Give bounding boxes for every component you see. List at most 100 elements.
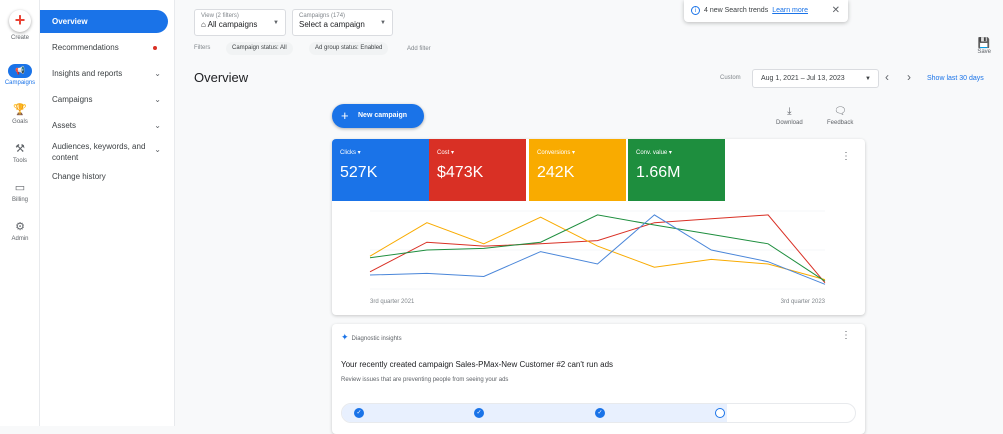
rail-goals[interactable]: 🏆 Goals xyxy=(0,104,40,125)
step-complete-icon: ✓ xyxy=(595,408,605,418)
more-options-icon[interactable]: ⋮ xyxy=(841,151,851,162)
performance-line-chart: 3rd quarter 2021 3rd quarter 2023 xyxy=(369,210,826,305)
rail-create-label: Create xyxy=(10,35,29,41)
card-icon: ▭ xyxy=(14,182,26,194)
view-selector-value-wrap: ⌂ All campaigns xyxy=(201,20,279,29)
tools-icon: ⚒ xyxy=(15,143,25,155)
metric-label-wrap: Conversions ▾ xyxy=(537,150,576,156)
rail-admin-label: Admin xyxy=(11,236,29,242)
chevron-down-icon: ⌄ xyxy=(154,95,161,104)
rail-billing[interactable]: ▭ Billing xyxy=(0,182,40,203)
learn-more-link[interactable]: Learn more xyxy=(772,7,808,14)
add-filter-button[interactable]: Add filter xyxy=(407,46,431,52)
rail-create[interactable]: + Create xyxy=(0,10,40,41)
chevron-right-icon[interactable]: › xyxy=(907,70,911,84)
x-axis-label-end: 3rd quarter 2023 xyxy=(781,299,826,305)
nav-item-change-history[interactable]: Change history xyxy=(40,172,175,181)
rail-tools[interactable]: ⚒ Tools xyxy=(0,143,40,164)
series-line-3 xyxy=(369,214,826,285)
metric-value: 242K xyxy=(537,164,575,181)
nav-item-recommendations[interactable]: Recommendations xyxy=(40,43,175,52)
nav-item-insights-label: Insights and reports xyxy=(52,69,123,78)
download-label: Download xyxy=(776,120,803,126)
nav-item-insights[interactable]: Insights and reports ⌄ xyxy=(40,69,175,78)
campaign-selector[interactable]: Campaigns (174) Select a campaign ▼ xyxy=(292,9,393,36)
step-complete-icon: ✓ xyxy=(474,408,484,418)
plus-icon: + xyxy=(341,108,349,123)
view-selector-label: View (2 filters) xyxy=(201,13,239,19)
nav-item-assets-label: Assets xyxy=(52,121,77,130)
nav-panel: Overview Recommendations Insights and re… xyxy=(40,0,175,426)
series-line-1 xyxy=(369,216,826,281)
nav-item-campaigns-label: Campaigns xyxy=(52,95,93,104)
page-title: Overview xyxy=(194,70,249,85)
rail-goals-label: Goals xyxy=(12,119,28,125)
diagnostic-insights-card: ✦ Diagnostic insights ⋮ Your recently cre… xyxy=(332,324,865,434)
filter-chip-ad-group-status[interactable]: Ad group status: Enabled xyxy=(309,42,389,55)
trends-text: 4 new Search trends xyxy=(704,7,769,14)
rail-tools-label: Tools xyxy=(12,158,27,164)
save-label: Save xyxy=(977,49,991,55)
building-icon: ⌂ xyxy=(201,20,208,29)
feedback-button[interactable]: 🗨 Feedback xyxy=(827,106,853,126)
metric-label: Clicks xyxy=(340,150,356,156)
left-rail: + Create 📢 Campaigns 🏆 Goals ⚒ Tools ▭ B… xyxy=(0,0,40,426)
diagnostic-header: Diagnostic insights xyxy=(351,336,402,342)
campaign-selector-label: Campaigns (174) xyxy=(299,13,346,19)
diag-header-wrap: ✦ Diagnostic insights xyxy=(341,332,402,343)
caret-down-icon: ▼ xyxy=(865,76,871,82)
custom-label: Custom xyxy=(720,75,741,81)
filters-label: Filters xyxy=(194,45,211,51)
rail-admin[interactable]: ⚙ Admin xyxy=(0,221,40,242)
date-range-value: Aug 1, 2021 – Jul 13, 2023 xyxy=(761,75,845,82)
rail-campaigns[interactable]: 📢 Campaigns xyxy=(0,64,40,86)
search-trends-notification: i 4 new Search trends Learn more ✕ xyxy=(684,0,848,22)
view-selector[interactable]: View (2 filters) ⌂ All campaigns ▼ xyxy=(194,9,286,36)
nav-item-assets[interactable]: Assets ⌄ xyxy=(40,121,175,130)
metric-label-wrap: Conv. value ▾ xyxy=(636,150,672,156)
campaign-selector-value: Select a campaign xyxy=(299,20,365,29)
download-icon: ⤓ xyxy=(787,106,792,117)
nav-item-recommendations-label: Recommendations xyxy=(52,43,119,52)
info-icon: i xyxy=(691,6,700,15)
step-complete-icon: ✓ xyxy=(354,408,364,418)
view-selector-value: All campaigns xyxy=(207,20,258,29)
nav-item-audiences-label: Audiences, keywords, and content xyxy=(52,142,146,162)
save-button[interactable]: 💾 Save xyxy=(977,38,991,55)
feedback-icon: 🗨 xyxy=(833,106,847,117)
download-button[interactable]: ⤓ Download xyxy=(776,106,803,126)
performance-card: Clicks ▾ 527K Cost ▾ $473K Conversions ▾… xyxy=(332,139,865,315)
chevron-left-icon[interactable]: ‹ xyxy=(885,70,889,84)
chevron-down-icon: ⌄ xyxy=(154,145,161,154)
progress-fill xyxy=(342,404,727,422)
new-campaign-label: New campaign xyxy=(358,112,408,119)
metric-tile-conversions[interactable]: Conversions ▾ 242K xyxy=(529,139,626,201)
filter-chip-campaign-status[interactable]: Campaign status: All xyxy=(226,42,293,55)
nav-item-change-history-label: Change history xyxy=(52,172,106,181)
series-line-2 xyxy=(369,214,826,282)
metric-tile-cost[interactable]: Cost ▾ $473K xyxy=(429,139,526,201)
gear-icon: ⚙ xyxy=(15,221,25,233)
metric-label-wrap: Cost ▾ xyxy=(437,150,455,156)
megaphone-icon: 📢 xyxy=(8,64,32,78)
metric-value: 527K xyxy=(340,164,378,181)
series-line-0 xyxy=(369,214,826,284)
diagnostic-title: Your recently created campaign Sales-PMa… xyxy=(341,360,614,369)
metric-label: Conversions xyxy=(537,150,571,156)
metric-value: $473K xyxy=(437,164,484,181)
close-icon[interactable]: ✕ xyxy=(831,5,840,16)
metric-tile-clicks[interactable]: Clicks ▾ 527K xyxy=(332,139,429,201)
date-range-picker[interactable]: Aug 1, 2021 – Jul 13, 2023 ▼ xyxy=(752,69,879,88)
diagnostic-progress: ✓ ✓ ✓ xyxy=(341,403,856,423)
metric-tile-conv-value[interactable]: Conv. value ▾ 1.66M xyxy=(628,139,725,201)
show-last-30-days-link[interactable]: Show last 30 days xyxy=(927,75,984,82)
more-options-icon[interactable]: ⋮ xyxy=(841,330,851,341)
nav-item-overview[interactable]: Overview xyxy=(40,10,168,33)
new-campaign-button[interactable]: + New campaign xyxy=(332,104,424,128)
caret-down-icon: ▼ xyxy=(273,20,279,26)
nav-item-campaigns[interactable]: Campaigns ⌄ xyxy=(40,95,175,104)
metric-label: Conv. value xyxy=(636,150,668,156)
nav-item-audiences[interactable]: Audiences, keywords, and content ⌄ xyxy=(40,141,161,163)
metric-value: 1.66M xyxy=(636,164,681,181)
metric-label: Cost xyxy=(437,150,450,156)
